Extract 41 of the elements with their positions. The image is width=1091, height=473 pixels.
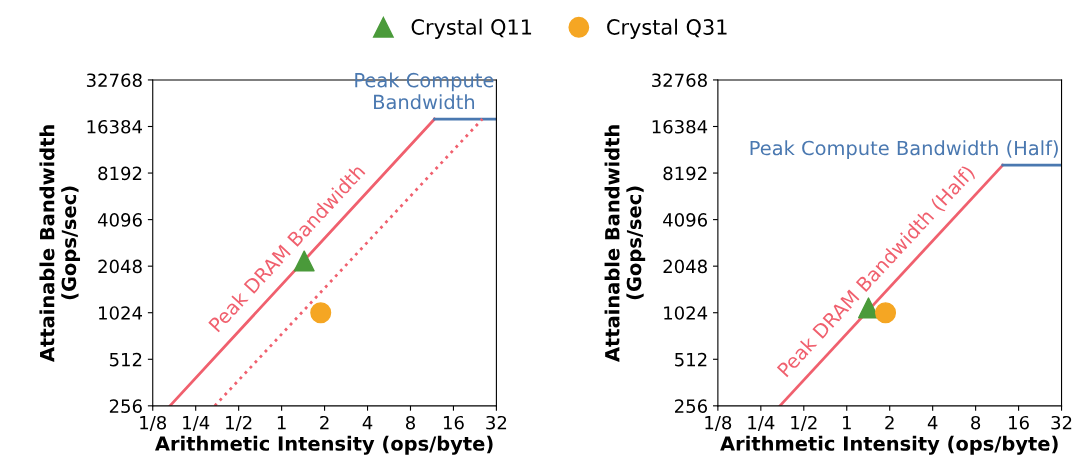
x-tick-label: 1/8 bbox=[140, 415, 167, 431]
x-tick-label: 4 bbox=[362, 416, 373, 430]
x-tick-label: 4 bbox=[927, 416, 938, 430]
x-tick-label: 1/2 bbox=[226, 415, 252, 431]
x-tick-label: 16 bbox=[1009, 415, 1029, 430]
legend-label: Crystal Q11 bbox=[411, 18, 532, 39]
y-tick-label: 8192 bbox=[663, 166, 707, 181]
y-tick-label: 4096 bbox=[97, 213, 142, 227]
y-tick-label: 32768 bbox=[652, 73, 707, 88]
y-tick-label: 16384 bbox=[652, 119, 708, 134]
x-tick-label: 1 bbox=[842, 416, 851, 430]
y-tick-label: 256 bbox=[675, 399, 708, 413]
x-tick-label: 1/4 bbox=[183, 416, 210, 431]
annotation: Peak Compute Bandwidth (Half) bbox=[750, 140, 1058, 160]
x-tick-label: 16 bbox=[443, 415, 464, 430]
x-axis-title: Arithmetic Intensity (ops/byte) bbox=[155, 435, 493, 455]
x-tick-label: 1/8 bbox=[705, 415, 732, 431]
x-tick-label: 32 bbox=[486, 415, 507, 430]
x-tick-label: 1/4 bbox=[748, 416, 775, 431]
y-tick-label: 8192 bbox=[98, 166, 142, 181]
x-axis-title: Arithmetic Intensity (ops/byte) bbox=[720, 435, 1058, 455]
y-tick-label: 2048 bbox=[663, 259, 707, 274]
x-tick-label: 32 bbox=[1051, 415, 1072, 430]
y-tick-label: 4096 bbox=[663, 213, 708, 227]
y-tick-label: 32768 bbox=[86, 73, 142, 88]
x-tick-label: 8 bbox=[405, 415, 415, 430]
x-tick-label: 8 bbox=[971, 415, 981, 430]
x-tick-label: 2 bbox=[885, 415, 894, 430]
x-tick-label: 1 bbox=[277, 416, 286, 430]
y-axis-title: Attainable Bandwidth (Gops/sec) bbox=[604, 125, 646, 362]
y-tick-label: 16384 bbox=[87, 119, 142, 134]
y-tick-label: 512 bbox=[109, 352, 142, 367]
legend-label: Crystal Q31 bbox=[607, 18, 727, 39]
x-tick-label: 2 bbox=[320, 415, 329, 430]
y-tick-label: 1024 bbox=[664, 306, 708, 320]
y-tick-label: 512 bbox=[675, 352, 707, 367]
y-tick-label: 2048 bbox=[98, 259, 142, 274]
y-tick-label: 256 bbox=[109, 399, 142, 413]
x-tick-label: 1/2 bbox=[791, 415, 817, 431]
y-axis-title: Attainable Bandwidth (Gops/sec) bbox=[39, 125, 81, 362]
y-tick-label: 1024 bbox=[99, 306, 142, 320]
